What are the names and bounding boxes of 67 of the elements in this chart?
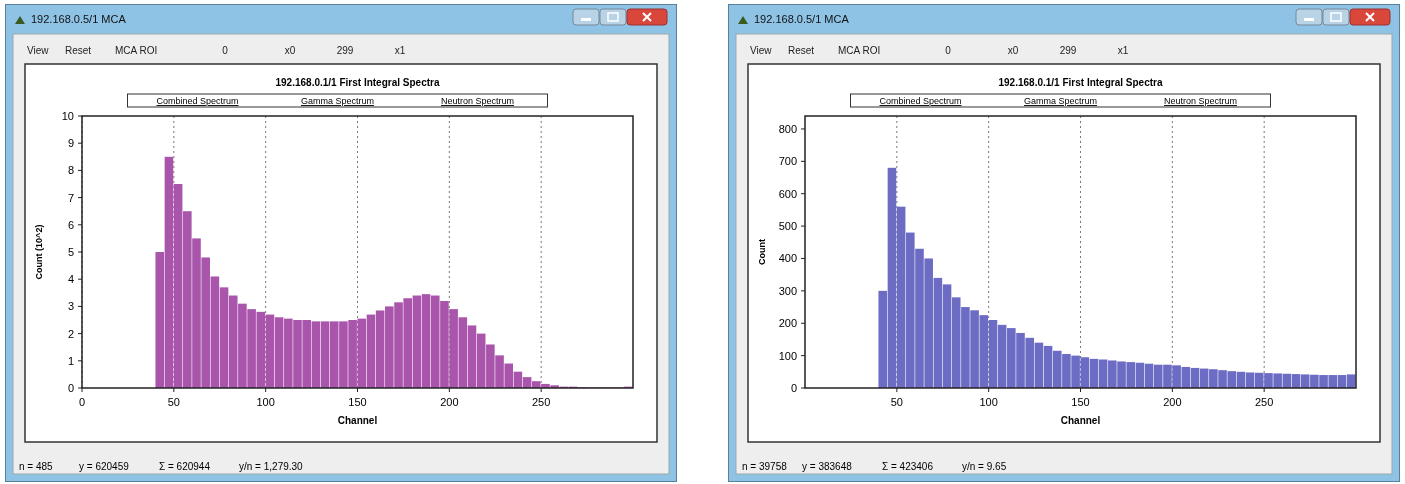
text: Gamma Spectrum [300, 96, 375, 106]
text: y = 383648 [802, 461, 853, 472]
text: 192.168.0.5/1 MCA [754, 13, 850, 25]
y-tick-label: 7 [67, 191, 74, 204]
text: Σ = 423406 [882, 461, 934, 472]
x-tick-label: 150 [1071, 396, 1090, 408]
text: x1 [394, 45, 406, 56]
text: y = 620459 [79, 461, 130, 472]
text: View [27, 45, 50, 56]
y-tick-label: 5 [67, 246, 74, 258]
y-tick-label: 6 [67, 218, 74, 231]
text: 192.168.0.5/1 MCA [31, 13, 127, 25]
y-tick-label: 200 [778, 317, 797, 330]
x-axis-title: Channel [337, 415, 378, 426]
y-tick-label: 3 [67, 300, 74, 313]
text: Neutron Spectrum [1163, 96, 1238, 106]
text: Combined Spectrum [879, 96, 962, 106]
y-tick-label: 2 [67, 327, 74, 340]
y-axis-title: Count (10^2) [34, 224, 44, 280]
text: 299 [336, 45, 354, 56]
y-tick-label: 0 [67, 382, 74, 394]
text: Reset [65, 45, 92, 56]
text: y/n = 9.65 [962, 461, 1007, 472]
y-tick-label: 100 [778, 349, 797, 362]
text: 299 [1059, 45, 1077, 56]
text: View [750, 45, 773, 56]
y-tick-label: 4 [67, 273, 74, 286]
x-tick-label: 0 [78, 396, 86, 408]
text: Combined Spectrum [156, 96, 239, 106]
y-tick-label: 1 [67, 354, 74, 367]
x-tick-label: 100 [256, 396, 275, 408]
x-tick-label: 50 [890, 396, 903, 408]
text: Gamma Spectrum [1023, 96, 1098, 106]
x-tick-label: 50 [167, 396, 180, 408]
text: MCA ROI [838, 45, 881, 56]
x-tick-label: 200 [1163, 396, 1182, 408]
y-tick-label: 500 [778, 220, 797, 233]
x-tick-label: 250 [1254, 396, 1274, 408]
y-tick-label: 400 [778, 252, 797, 265]
y-tick-label: 700 [778, 155, 797, 168]
text: n = 39758 [742, 461, 788, 472]
text: 0 [945, 45, 952, 56]
text: y/n = 1,279.30 [239, 461, 304, 472]
text: MCA ROI [115, 45, 158, 56]
y-tick-label: 8 [67, 164, 74, 177]
x-tick-label: 150 [348, 396, 367, 408]
chart-title: 192.168.0.1/1 First Integral Spectra [998, 77, 1163, 88]
text: x0 [284, 45, 296, 56]
text: Σ = 620944 [159, 461, 211, 472]
text: x0 [1007, 45, 1019, 56]
chart-title: 192.168.0.1/1 First Integral Spectra [275, 77, 440, 88]
y-tick-label: 800 [778, 122, 797, 135]
y-tick-label: 600 [778, 187, 797, 200]
x-axis-title: Channel [1060, 415, 1101, 426]
y-tick-label: 9 [67, 137, 74, 150]
text: Reset [788, 45, 815, 56]
y-tick-label: 0 [790, 382, 797, 394]
y-tick-label: 300 [778, 284, 797, 297]
x-tick-label: 100 [979, 396, 998, 408]
x-tick-label: 200 [440, 396, 459, 408]
text: n = 485 [19, 461, 54, 472]
y-tick-label: 10 [61, 110, 74, 122]
text: Neutron Spectrum [440, 96, 515, 106]
y-axis-title: Count [757, 239, 767, 265]
text: 0 [222, 45, 229, 56]
text: x1 [1117, 45, 1129, 56]
x-tick-label: 250 [531, 396, 551, 408]
